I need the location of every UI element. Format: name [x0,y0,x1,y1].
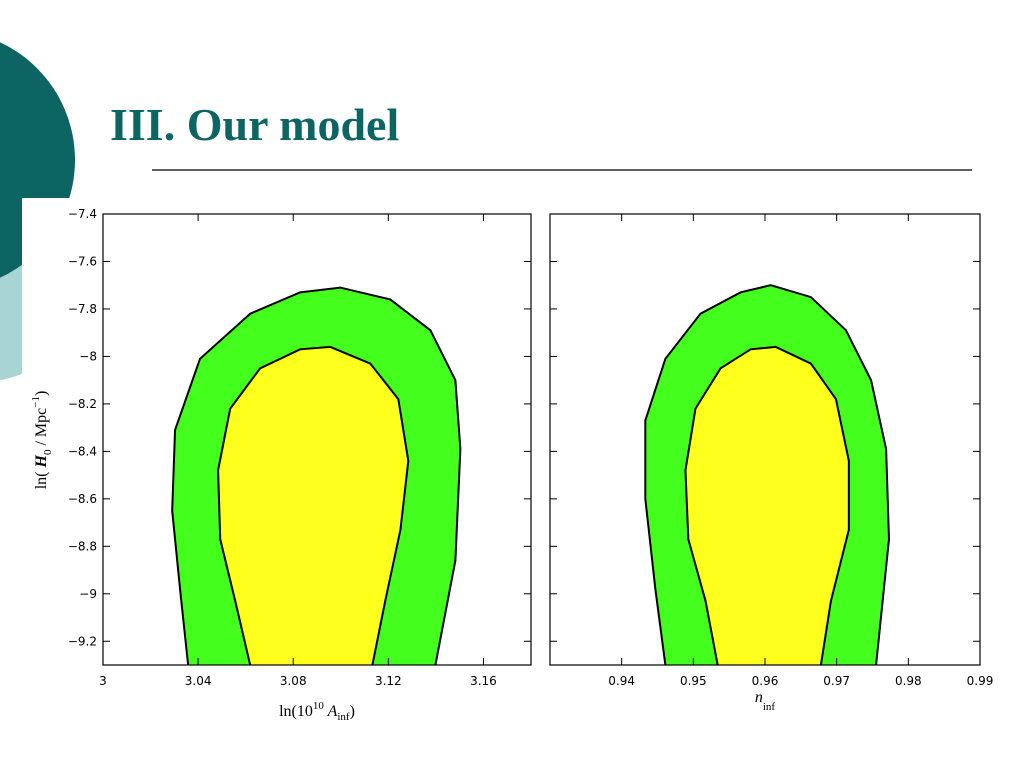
label-sup: −1 [30,396,42,408]
label-sub: inf [763,701,776,713]
label-part: n [755,689,763,706]
x-tick-label: 3.08 [280,674,307,688]
label-part: / Mpc [33,408,50,450]
x-axis-label: ln(1010 Ainf) [279,700,355,723]
label-part: ) [350,703,355,720]
label-part: ) [33,391,50,396]
y-tick-label: −9.2 [68,634,97,648]
slide-title: III. Our model [110,99,399,150]
x-tick-label: 0.96 [752,674,779,688]
label-part: A [324,703,338,720]
x-tick-label: 3.04 [185,674,212,688]
x-tick-label: 0.97 [823,674,850,688]
x-tick-label: 3.16 [470,674,497,688]
x-tick-label: 3.12 [375,674,402,688]
plots: 3 3.04 3.08 3.12 3.16 −7.4 −7.6 −7.8 −8 −8.2 −8.4 −… [68,207,994,688]
x-tick-label: 3 [99,674,107,688]
x-tick-label: 0.95 [680,674,707,688]
y-tick-label: −8.8 [68,539,97,553]
y-tick-label: −7.4 [68,207,97,221]
label-sub: inf [337,711,350,723]
x-tick-label: 0.99 [967,674,994,688]
y-tick-label: −8.6 [68,492,97,506]
y-tick-label: −7.6 [68,254,97,268]
y-tick-label: −9 [79,587,97,601]
contour-region [684,345,850,666]
y-tick-label: −8.2 [68,397,97,411]
y-axis-label: ln( H0 / Mpc−1) [30,391,54,490]
label-part: ln(10 [279,703,313,720]
x-tick-label: 0.98 [895,674,922,688]
label-part: ln( [33,468,50,490]
plot-frame [102,213,532,666]
x-tick-label: 0.94 [608,674,635,688]
label-part: H [33,455,50,469]
label-sub: 0 [42,449,54,455]
label-sup: 10 [313,700,325,712]
y-tick-label: −8 [79,349,97,363]
y-tick-label: −7.8 [68,302,97,316]
contour-region [217,345,410,666]
x-axis-label: ninf [755,689,776,713]
y-tick-label: −8.4 [68,444,97,458]
